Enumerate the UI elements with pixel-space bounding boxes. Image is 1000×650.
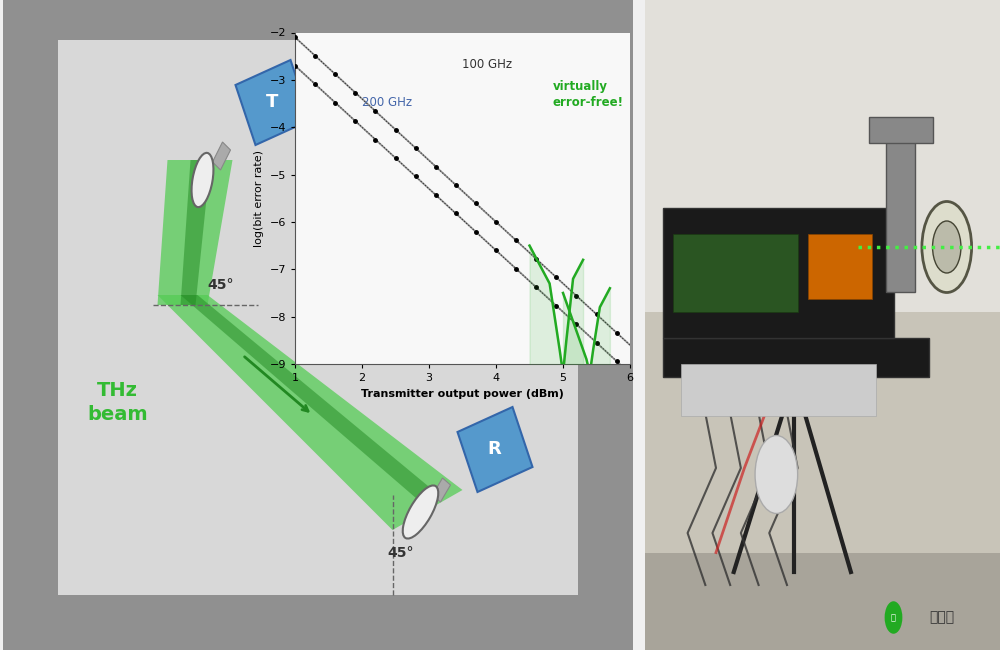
Y-axis label: log(bit error rate): log(bit error rate)	[254, 150, 264, 247]
Text: 200 GHz: 200 GHz	[362, 96, 412, 109]
Polygon shape	[433, 478, 451, 502]
Bar	[645, 0, 1000, 312]
Circle shape	[755, 436, 798, 514]
Text: T: T	[266, 93, 279, 111]
Text: 新光电: 新光电	[929, 610, 954, 625]
Bar	[673, 234, 798, 312]
Text: virtually
error-free!: virtually error-free!	[553, 79, 624, 109]
Bar	[869, 117, 933, 143]
Bar	[58, 40, 378, 305]
Polygon shape	[236, 60, 311, 145]
Text: R: R	[488, 440, 501, 458]
Text: 45°: 45°	[208, 278, 234, 292]
Bar	[663, 208, 894, 338]
Text: beam: beam	[87, 406, 148, 424]
Polygon shape	[458, 407, 533, 492]
Polygon shape	[158, 295, 463, 530]
Bar	[808, 234, 872, 299]
Text: 45°: 45°	[388, 546, 414, 560]
Bar	[886, 130, 915, 292]
Circle shape	[922, 202, 972, 292]
Text: THz: THz	[97, 380, 138, 400]
Polygon shape	[181, 160, 211, 305]
Bar	[58, 305, 578, 595]
X-axis label: Transmitter output power (dBm): Transmitter output power (dBm)	[361, 389, 564, 398]
Polygon shape	[181, 295, 443, 508]
Bar	[645, 552, 1000, 650]
Circle shape	[933, 221, 961, 273]
Polygon shape	[158, 160, 233, 305]
Ellipse shape	[192, 153, 213, 207]
Bar	[663, 338, 929, 377]
Bar	[680, 364, 876, 416]
Ellipse shape	[403, 486, 438, 539]
Text: 100 GHz: 100 GHz	[462, 58, 513, 71]
Text: 微: 微	[891, 613, 896, 622]
Circle shape	[885, 601, 902, 634]
Polygon shape	[213, 142, 231, 170]
